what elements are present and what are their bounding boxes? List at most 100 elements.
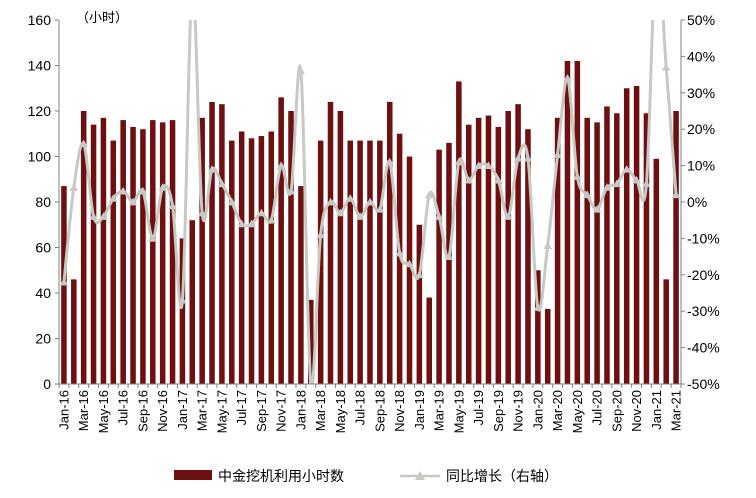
line-marker-May-17 [217, 179, 227, 188]
bar-May-16 [100, 117, 107, 384]
line-marker-Feb-21 [661, 63, 671, 71]
line-marker-Oct-18 [385, 157, 394, 166]
line-marker-Jun-16 [109, 194, 118, 202]
left-tick-label: 0 [43, 376, 51, 392]
x-tick-label: Nov-19 [511, 390, 526, 432]
bar-Feb-20 [544, 308, 551, 384]
bar-Oct-18 [386, 101, 393, 385]
x-tick-label: Jul-19 [471, 390, 486, 425]
line-marker-Aug-16 [128, 197, 138, 206]
line-marker-Jun-19 [464, 175, 473, 184]
bar-Jul-20 [594, 122, 600, 385]
bar-Jul-19 [475, 117, 482, 384]
x-tick-label: Sep-18 [372, 390, 387, 432]
x-tick-label: May-16 [96, 390, 111, 433]
x-tick-label: Jan-18 [293, 390, 308, 430]
x-tick-label: Nov-18 [392, 390, 407, 432]
bar-Sep-18 [377, 140, 383, 384]
bar-Jul-18 [357, 140, 363, 384]
line-marker-Jun-20 [583, 190, 592, 199]
right-tick-label: 0% [687, 194, 707, 210]
right-y-axis: -50% -40% -30% -20% -10% 0% 10% 20% 30% 40% 50% [680, 12, 720, 392]
line-marker-Nov-19 [513, 154, 523, 162]
bar-Oct-17 [268, 131, 275, 384]
bar-Nov-19 [515, 104, 521, 385]
bar-Oct-19 [505, 111, 511, 384]
bar-Aug-18 [367, 140, 373, 384]
bar-May-18 [337, 111, 344, 384]
line-marker-Sep-16 [138, 186, 148, 195]
legend: 中金挖机利用小时数 同比增长（右轴） [174, 469, 558, 485]
line-marker-Oct-17 [267, 216, 276, 224]
bar-Jul-16 [120, 120, 126, 384]
bar-Oct-16 [150, 120, 156, 384]
x-tick-label: Sep-16 [135, 390, 150, 432]
x-tick-label: Nov-17 [274, 390, 289, 432]
bar-Sep-17 [258, 136, 265, 384]
right-tick-label: 50% [687, 12, 715, 28]
left-tick-label: 160 [28, 12, 52, 28]
line-marker-Nov-20 [632, 175, 641, 184]
x-tick-label: Mar-17 [195, 390, 210, 431]
bar-Sep-20 [614, 113, 620, 385]
bar-Jul-17 [238, 131, 245, 384]
legend-bar-swatch [174, 470, 212, 480]
line-marker-Feb-19 [425, 190, 434, 199]
line-marker-Jul-17 [237, 219, 246, 228]
bar-Apr-18 [327, 101, 334, 385]
line-marker-Jan-20 [533, 303, 543, 311]
x-tick-label: Jan-16 [56, 390, 71, 430]
right-tick-label: -20% [687, 267, 720, 283]
line-marker-Apr-17 [207, 165, 217, 173]
x-tick-label: May-18 [333, 390, 348, 433]
line-marker-Jan-17 [178, 296, 187, 304]
line-marker-Jun-18 [346, 194, 355, 202]
x-tick-label: Mar-18 [313, 390, 328, 431]
line-marker-Dec-17 [286, 186, 296, 195]
bar-Feb-19 [426, 297, 432, 384]
bar-Nov-17 [278, 97, 284, 384]
bar-Apr-17 [209, 101, 215, 385]
bar-May-20 [574, 60, 581, 384]
line-marker-Mar-19 [434, 212, 444, 220]
x-tick-label: Jul-17 [234, 390, 249, 425]
line-marker-Nov-16 [158, 183, 167, 191]
left-tick-label: 100 [28, 149, 52, 165]
bar-Aug-17 [248, 138, 255, 384]
plot-area [59, 20, 681, 385]
line-marker-Oct-20 [622, 165, 631, 173]
left-y-axis: 0 20 40 60 80 100 120 140 160 [28, 12, 60, 392]
line-marker-Jan-19 [415, 270, 424, 279]
line-marker-Aug-19 [484, 161, 493, 169]
right-tick-label: 10% [687, 158, 715, 174]
bar-Mar-18 [317, 140, 324, 384]
legend-line-marker [415, 471, 425, 480]
x-tick-label: Nov-20 [629, 390, 644, 432]
line-marker-Sep-19 [494, 175, 503, 184]
line-marker-Oct-19 [504, 212, 513, 220]
x-tick-label: Mar-19 [432, 390, 447, 431]
x-tick-label: Jul-20 [590, 390, 605, 425]
bar-Feb-17 [189, 220, 196, 384]
line-marker-Dec-18 [405, 259, 414, 268]
bar-Dec-17 [288, 111, 294, 384]
x-tick-label: May-17 [214, 390, 229, 433]
right-tick-label: -10% [687, 230, 720, 246]
bar-May-17 [219, 104, 225, 385]
x-tick-label: May-20 [570, 390, 585, 433]
x-tick-label: Jan-19 [412, 390, 427, 430]
line-marker-Apr-20 [563, 74, 572, 82]
right-tick-label: 40% [687, 48, 715, 64]
left-axis-unit-label: （小时） [76, 11, 128, 26]
bar-Jan-17 [179, 238, 186, 384]
line-marker-Dec-16 [168, 201, 177, 209]
x-tick-label: Mar-20 [550, 390, 565, 431]
line-marker-Mar-18 [316, 230, 325, 239]
left-tick-label: 20 [35, 331, 51, 347]
bar-Jan-21 [653, 158, 660, 384]
bar-May-19 [456, 81, 462, 385]
bar-Nov-20 [633, 85, 640, 384]
line-marker-Sep-17 [257, 208, 266, 217]
right-tick-label: -30% [687, 303, 720, 319]
